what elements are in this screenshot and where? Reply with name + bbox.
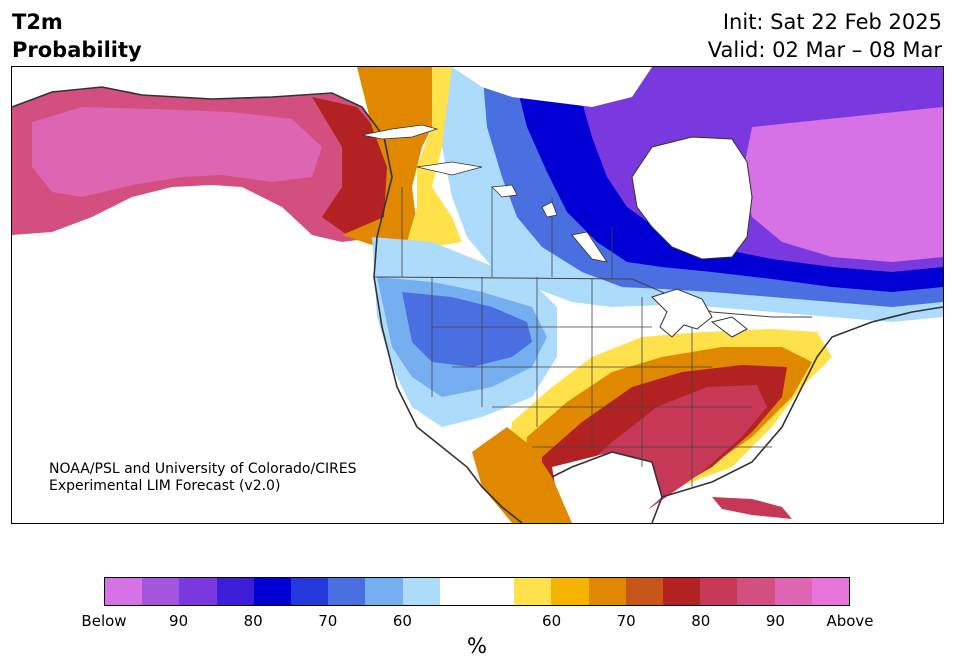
title-variable: T2m (12, 10, 63, 34)
colorbar-tick-label: 80 (243, 612, 263, 630)
canadian-lakes (361, 124, 608, 263)
credit-text: NOAA/PSL and University of Colorado/CIRE… (49, 461, 357, 495)
map-title: T2m Probability (12, 8, 142, 64)
colorbar-cell (253, 578, 292, 605)
mexico-warm-region (472, 427, 572, 523)
bc-orange-band (342, 67, 442, 247)
state-lines (401, 187, 772, 487)
colorbar-cell (663, 578, 701, 605)
colorbar-cell (328, 578, 366, 605)
colorbar-cell (588, 578, 626, 605)
colorbar-cell (365, 578, 403, 605)
colorbar-cell (142, 578, 180, 605)
colorbar-cell (216, 578, 254, 605)
probability-map: NOAA/PSL and University of Colorado/CIRE… (11, 66, 944, 524)
yukon-red-band (312, 97, 400, 235)
colorbar-cell (439, 578, 478, 605)
title-type: Probability (12, 38, 142, 62)
west-us-blue-region (402, 292, 532, 367)
hudson-bay (631, 136, 753, 260)
colorbar-tick-label: 70 (318, 612, 338, 630)
cuba-warm-region (712, 497, 792, 519)
valid-range: Valid: 02 Mar – 08 Mar (707, 38, 942, 62)
init-date: Init: Sat 22 Feb 2025 (722, 10, 942, 34)
colorbar-tick-label: 60 (392, 612, 412, 630)
coastline (12, 86, 943, 523)
colorbar-tick-label: 60 (542, 612, 562, 630)
credit-line-1: NOAA/PSL and University of Colorado/CIRE… (49, 461, 357, 477)
colorbar-tick-label: 90 (765, 612, 785, 630)
colorbar-cell (811, 578, 850, 605)
colorbar-cell (477, 578, 515, 605)
gulf-water (552, 452, 662, 523)
alaska-core-region (32, 107, 322, 197)
colorbar-tick-label: Above (826, 612, 874, 630)
colorbar-tick-label: 80 (691, 612, 711, 630)
quebec-violet-region (742, 107, 943, 262)
colorbar-cell (700, 578, 738, 605)
colorbar-cell (514, 578, 552, 605)
colorbar-cell (551, 578, 589, 605)
colorbar-cell (291, 578, 329, 605)
colorbar-tick-label: 90 (169, 612, 189, 630)
colorbar-cell (774, 578, 812, 605)
colorbar-cell (402, 578, 440, 605)
forecast-dates: Init: Sat 22 Feb 2025 Valid: 02 Mar – 08… (708, 8, 942, 64)
colorbar-cell (737, 578, 775, 605)
colorbar-ticks: Below 90 80 70 60 60 70 80 90 Above (0, 612, 954, 632)
colorbar-unit-label: % (467, 634, 487, 658)
map-graphic (12, 67, 943, 523)
arctic-water (452, 67, 652, 107)
great-lakes (651, 288, 748, 338)
colorbar-cell (179, 578, 217, 605)
colorbar-tick-label: Below (81, 612, 127, 630)
credit-line-2: Experimental LIM Forecast (v2.0) (49, 478, 281, 494)
colorbar (104, 577, 850, 606)
colorbar-cell (105, 578, 143, 605)
colorbar-cell (625, 578, 664, 605)
colorbar-tick-label: 70 (616, 612, 636, 630)
